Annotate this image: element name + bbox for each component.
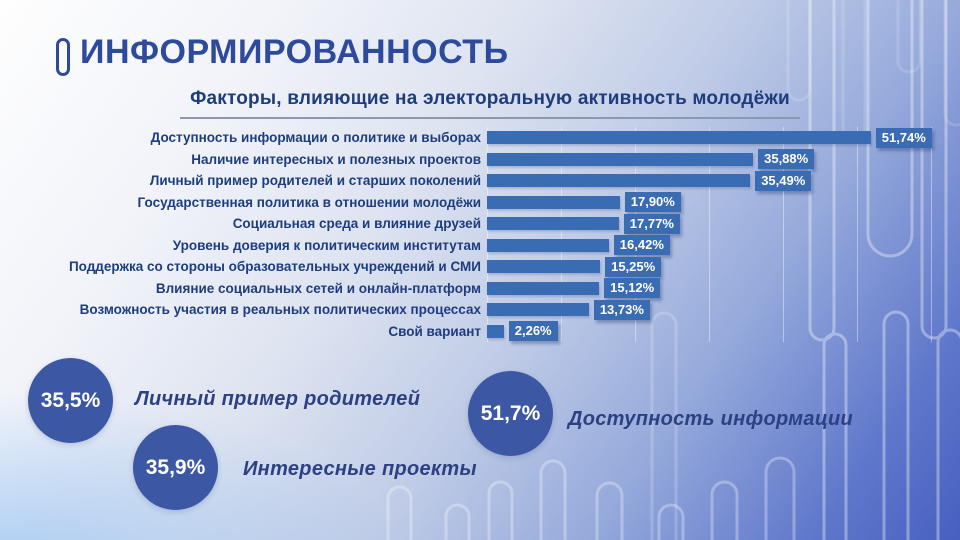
highlight-circle-projects: 35,9% [133,425,218,510]
bar-track: 15,12% [487,277,932,299]
highlight-value: 51,7% [480,401,541,425]
bar-value-badge: 17,90% [624,192,681,213]
bar-chart-rows: Доступность информации о политике и выбо… [48,127,932,342]
highlight-label-projects: Интересные проекты [243,458,477,480]
bar-label: Наличие интересных и полезных проектов [191,151,481,167]
chart-row: Свой вариант 2,26% [48,320,932,342]
chart-row: Влияние социальных сетей и онлайн-платфо… [48,277,932,299]
bar [487,195,620,209]
page-title: ИНФОРМИРОВАННОСТЬ [80,33,509,71]
chart-row: Возможность участия в реальных политичес… [48,299,932,321]
bar [487,260,601,274]
bar-track: 17,90% [487,191,932,213]
bar-value-badge: 51,74% [875,127,932,148]
chart-row: Государственная политика в отношении мол… [48,191,932,213]
capsule-icon [56,38,70,76]
bar-label: Доступность информации о политике и выбо… [150,130,481,146]
bar-value-badge: 17,77% [623,213,680,234]
chart-title-wrap: Факторы, влияющие на электоральную актив… [48,88,932,119]
bar-value-badge: 15,25% [605,256,662,277]
bar [487,131,871,145]
bar-value-badge: 16,42% [613,235,670,256]
bar-track: 35,49% [487,170,932,192]
bar-value-badge: 35,49% [755,170,812,191]
chart-row: Наличие интересных и полезных проектов 35… [48,148,932,170]
bar-label: Государственная политика в отношении мол… [137,194,481,210]
bar-track: 2,26% [487,320,932,342]
bar-value-badge: 15,12% [604,278,661,299]
bar [487,174,751,188]
bar [487,324,504,338]
highlight-label-information: Доступность информации [568,408,854,430]
chart-title: Факторы, влияющие на электоральную актив… [180,88,800,119]
slide-header: ИНФОРМИРОВАННОСТЬ [56,33,509,76]
bar-label: Возможность участия в реальных политичес… [79,302,481,318]
bar-chart: Факторы, влияющие на электоральную актив… [48,88,932,342]
bar [487,281,600,295]
highlight-circle-parents: 35,5% [28,358,113,443]
highlight-circle-information: 51,7% [468,371,553,456]
highlight-label-parents: Личный пример родителей [135,388,421,410]
chart-row: Личный пример родителей и старших поколе… [48,170,932,192]
highlight-value: 35,9% [145,455,206,479]
bar [487,303,589,317]
bar [487,238,609,252]
chart-row: Доступность информации о политике и выбо… [48,127,932,149]
bar-label: Поддержка со стороны образовательных учр… [68,259,481,275]
bar-track: 16,42% [487,234,932,256]
chart-row: Поддержка со стороны образовательных учр… [48,256,932,278]
highlight-value: 35,5% [40,388,101,412]
bar-track: 51,74% [487,127,932,149]
bar-label: Социальная среда и влияние друзей [232,216,481,232]
bar-label: Личный пример родителей и старших поколе… [149,173,481,189]
bar-track: 17,77% [487,213,932,235]
chart-row: Социальная среда и влияние друзей 17,77% [48,213,932,235]
bar-value-badge: 13,73% [593,299,650,320]
bar-track: 35,88% [487,148,932,170]
bar [487,217,619,231]
chart-row: Уровень доверия к политическим института… [48,234,932,256]
bar-label: Уровень доверия к политическим института… [172,237,481,253]
bar [487,152,754,166]
bar-track: 13,73% [487,299,932,321]
bar-label: Влияние социальных сетей и онлайн-платфо… [155,280,481,296]
bar-value-badge: 35,88% [758,149,815,170]
bar-track: 15,25% [487,256,932,278]
bar-label: Свой вариант [388,323,481,339]
bar-value-badge: 2,26% [508,321,558,342]
